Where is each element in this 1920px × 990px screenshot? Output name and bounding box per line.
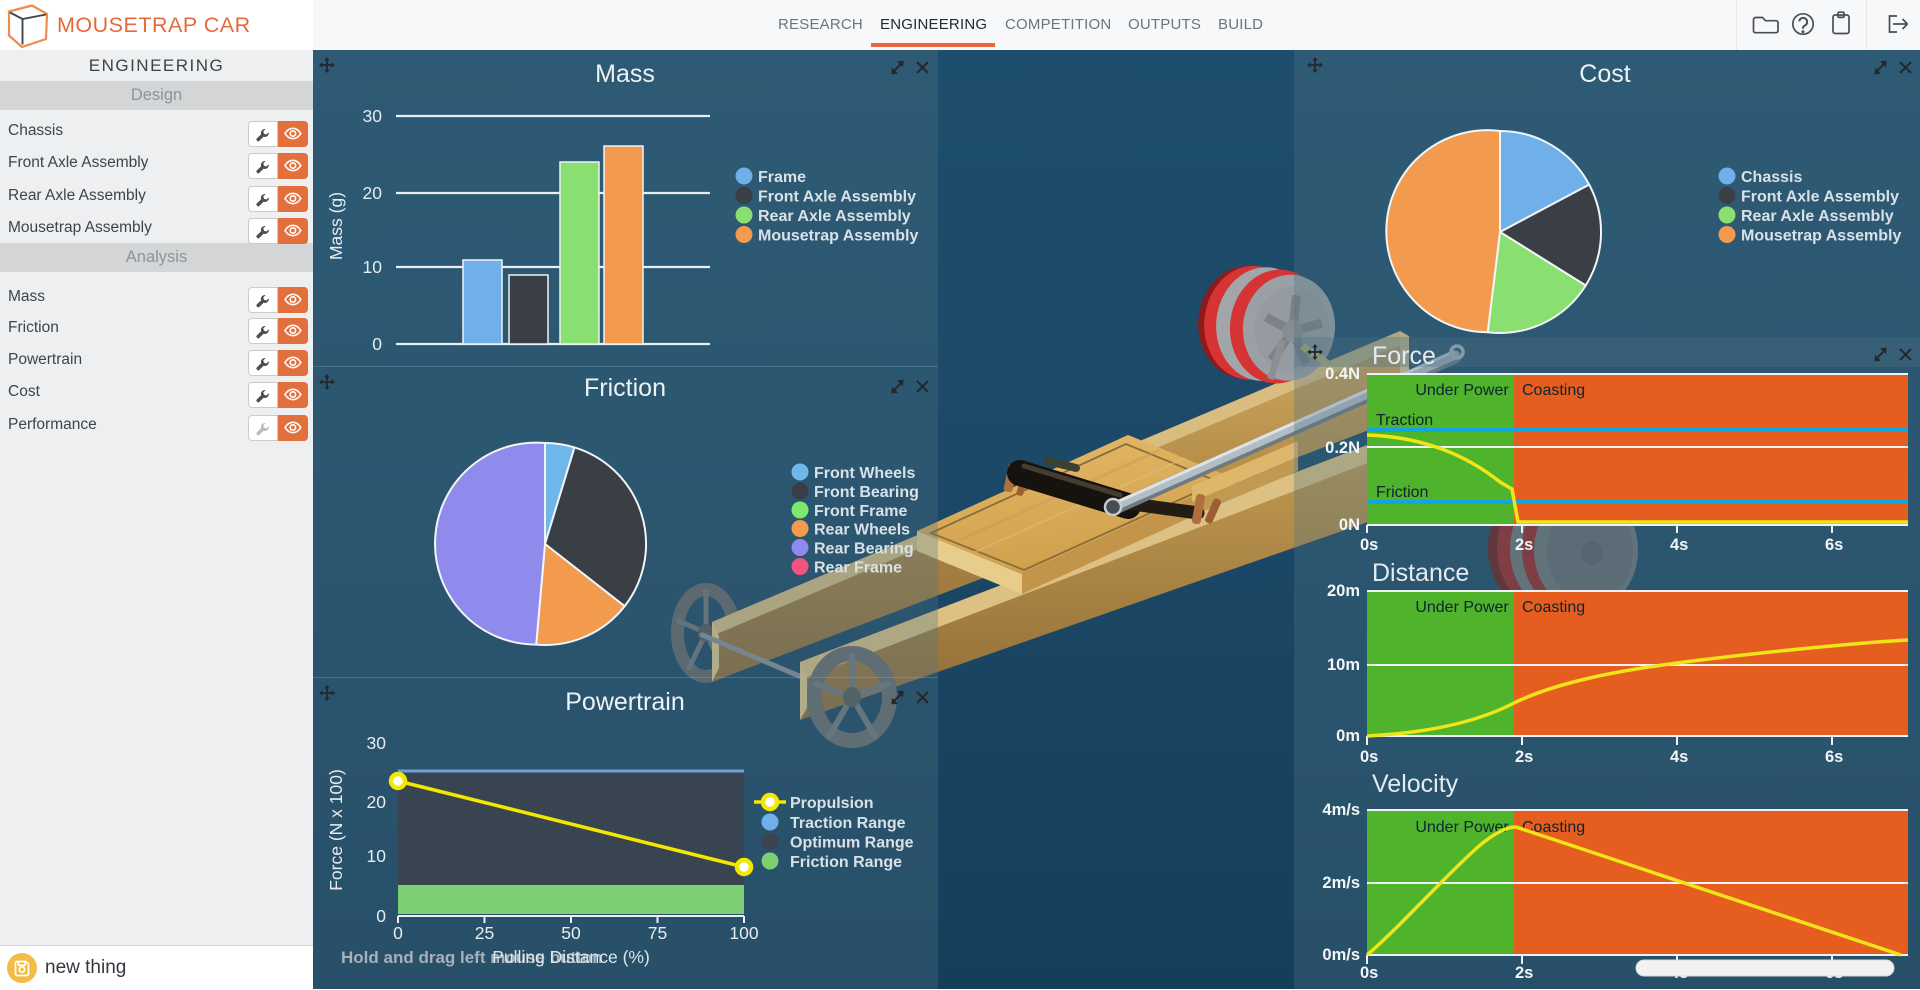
svg-text:Front Wheels: Front Wheels [814,465,915,482]
svg-text:50: 50 [561,923,581,943]
svg-text:Mass: Mass [595,60,655,88]
svg-text:Cost: Cost [1579,60,1630,88]
svg-text:Rear Wheels: Rear Wheels [814,522,910,539]
svg-text:100: 100 [729,923,758,943]
svg-text:Frame: Frame [758,169,806,186]
svg-text:Velocity: Velocity [1372,770,1459,798]
svg-text:Rear Axle Assembly: Rear Axle Assembly [758,208,911,225]
svg-text:Mousetrap Assembly: Mousetrap Assembly [758,228,918,245]
svg-text:0m/s: 0m/s [1322,946,1360,964]
svg-text:Traction: Traction [1376,412,1433,429]
svg-text:6s: 6s [1825,536,1843,554]
svg-text:0: 0 [372,334,382,354]
svg-text:0m: 0m [1336,727,1360,745]
svg-text:0.2N: 0.2N [1325,439,1360,457]
svg-text:20m: 20m [1327,582,1360,600]
svg-text:25: 25 [475,923,494,943]
svg-text:Mass (g): Mass (g) [326,192,346,260]
svg-text:Under Power: Under Power [1415,819,1509,836]
svg-text:Propulsion: Propulsion [790,795,874,812]
svg-text:75: 75 [648,923,667,943]
svg-text:Rear Axle Assembly: Rear Axle Assembly [1741,208,1894,225]
svg-text:4s: 4s [1670,748,1688,766]
svg-text:2s: 2s [1515,748,1533,766]
svg-text:Pulling Distance (%): Pulling Distance (%) [492,947,650,967]
svg-text:Friction: Friction [584,374,666,402]
svg-text:Distance: Distance [1372,559,1469,587]
svg-text:Chassis: Chassis [1741,169,1802,186]
svg-text:Front Axle Assembly: Front Axle Assembly [1741,189,1899,206]
svg-text:10: 10 [367,846,387,866]
svg-text:30: 30 [367,733,387,753]
svg-text:Force: Force [1372,342,1436,370]
svg-text:2s: 2s [1515,964,1533,982]
svg-text:Front Frame: Front Frame [814,503,907,520]
svg-text:0s: 0s [1360,536,1378,554]
svg-text:Rear Bearing: Rear Bearing [814,541,914,558]
svg-text:Front Axle Assembly: Front Axle Assembly [758,189,916,206]
svg-text:Powertrain: Powertrain [565,688,685,716]
svg-text:Friction: Friction [1376,484,1428,501]
svg-text:Coasting: Coasting [1522,382,1585,399]
svg-text:Traction Range: Traction Range [790,815,906,832]
svg-text:30: 30 [363,106,383,126]
svg-text:2s: 2s [1515,536,1533,554]
svg-text:Under Power: Under Power [1415,599,1509,616]
svg-text:Coasting: Coasting [1522,819,1585,836]
svg-text:0: 0 [376,906,386,926]
svg-text:Rear Frame: Rear Frame [814,560,902,577]
svg-text:Mousetrap Assembly: Mousetrap Assembly [1741,228,1901,245]
svg-text:0: 0 [393,923,403,943]
svg-text:Under Power: Under Power [1415,382,1509,399]
svg-text:20: 20 [363,183,383,203]
svg-text:Coasting: Coasting [1522,599,1585,616]
svg-text:20: 20 [367,792,387,812]
svg-text:Force (N x 100): Force (N x 100) [326,769,346,891]
svg-text:6s: 6s [1825,748,1843,766]
svg-text:2m/s: 2m/s [1322,874,1360,892]
svg-text:4m/s: 4m/s [1322,801,1360,819]
svg-text:Friction Range: Friction Range [790,854,902,871]
svg-text:10: 10 [363,257,383,277]
svg-text:4s: 4s [1670,536,1688,554]
svg-text:0N: 0N [1339,516,1360,534]
svg-text:Optimum Range: Optimum Range [790,835,914,852]
svg-text:Front Bearing: Front Bearing [814,484,919,501]
svg-text:10m: 10m [1327,656,1360,674]
svg-text:0.4N: 0.4N [1325,365,1360,383]
svg-text:0s: 0s [1360,964,1378,982]
svg-text:0s: 0s [1360,748,1378,766]
svg-text:Hold and drag left mouse butto: Hold and drag left mouse button [341,948,603,967]
